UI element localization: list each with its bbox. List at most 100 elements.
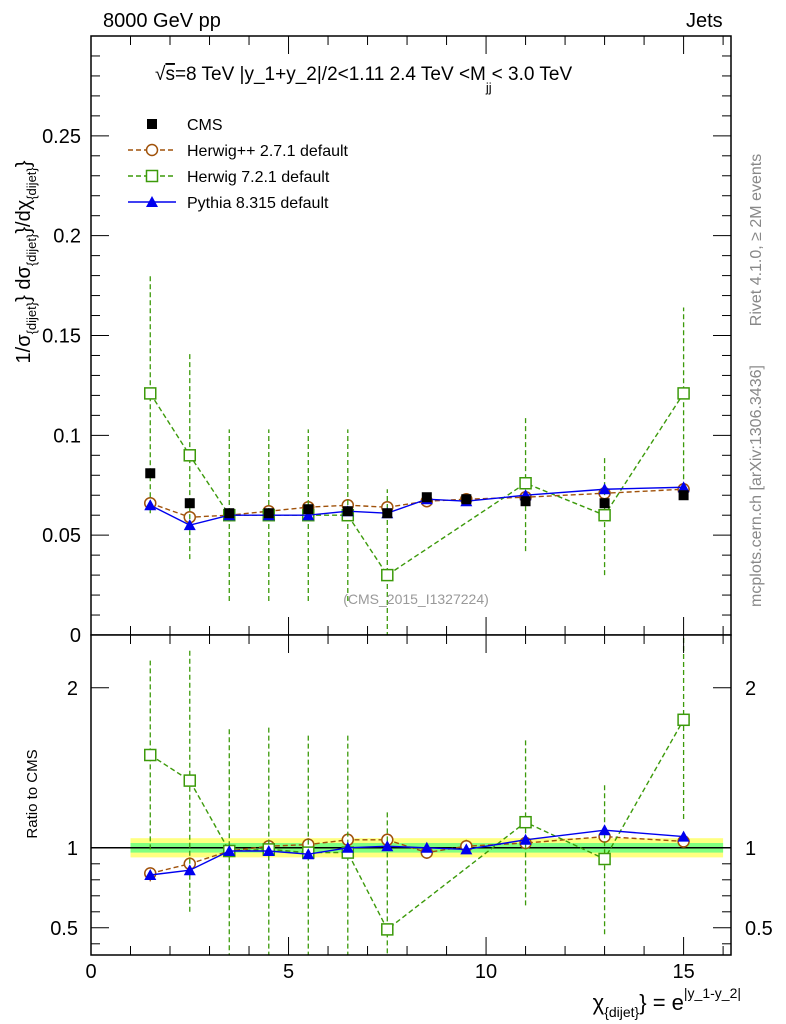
ratio-panel: 0.5 0.5 1 1 2 2 0 5 10 15 Ratio to CMS χ{dijet}}… <box>24 634 773 1020</box>
main-herwig7-point <box>519 477 532 490</box>
main-cms-point <box>382 508 393 519</box>
ratio-y-tick-label-left: 2 <box>67 678 78 700</box>
ratio-y-tick-label-right: 1 <box>745 838 756 860</box>
legend: CMS Herwig++ 2.7.1 default Herwig 7.2.1 de… <box>128 117 349 212</box>
x-tick-label: 15 <box>672 961 694 983</box>
main-y-tick-label-zero: 0 <box>70 625 81 647</box>
chart-title: √s=8 TeV |y_1+y_2|/2<1.11 2.4 TeV <Mjj< … <box>155 64 572 95</box>
main-herwig7-point <box>381 568 394 582</box>
main-cms-point <box>145 468 156 479</box>
ylabel-p1: {dijet} <box>24 301 39 334</box>
main-cms-point <box>461 494 472 505</box>
title-subscript: jj <box>485 80 492 95</box>
legend-label-herwigpp: Herwig++ 2.7.1 default <box>187 143 349 160</box>
main-herwig7-line <box>149 393 685 577</box>
ratio-pythia-point <box>223 845 236 856</box>
legend-marker-herwigpp <box>145 143 159 157</box>
ratio-pythia-point <box>341 841 354 853</box>
ratio-herwig7-point <box>598 852 611 866</box>
xlabel-p2: } = e <box>639 990 684 1015</box>
main-ticks <box>90 35 731 636</box>
x-tick-label: 10 <box>475 961 497 983</box>
title-s: s <box>165 64 175 85</box>
ylabel-p3: {dijet} <box>24 233 39 266</box>
ratio-ytick-labels: 0.5 0.5 1 1 2 2 <box>50 678 773 940</box>
title-sqrt: √ <box>155 64 166 85</box>
ratio-herwig7-point <box>144 748 157 762</box>
ratio-herwig7-point <box>381 923 394 936</box>
xlabel-p0: χ <box>593 990 605 1015</box>
main-herwig7-point <box>183 449 197 462</box>
header-left: 8000 GeV pp <box>103 10 221 32</box>
ratio-pythia-point <box>262 845 275 856</box>
x-tick-label: 0 <box>85 961 96 983</box>
xlabel-p3: |y_1-y_2| <box>684 985 741 1001</box>
main-data-layer <box>144 273 690 635</box>
ratio-y-tick-label-left: 1 <box>67 838 78 860</box>
ratio-herwig7-line <box>149 719 685 931</box>
ratio-data-layer <box>144 635 690 955</box>
mcplots-source-label: mcplots.cern.ch [arXiv:1306.3436] <box>748 365 765 607</box>
main-y-tick-label: 0.15 <box>42 326 81 348</box>
ratio-ticks <box>90 635 731 955</box>
title-tail: < 3.0 TeV <box>492 64 573 85</box>
legend-marker-herwig7 <box>145 169 159 183</box>
rivet-version-label: Rivet 4.1.0, ≥ 2M events <box>748 154 765 326</box>
ratio-pythia-point <box>519 833 532 845</box>
ylabel-p4: }/dχ <box>13 199 35 233</box>
main-ytick-labels: 0.05 0.1 0.15 0.2 0.25 0 <box>42 126 81 647</box>
ratio-y-axis-label: Ratio to CMS <box>24 749 41 838</box>
main-y-tick-label: 0.1 <box>53 425 81 447</box>
main-cms-point <box>184 498 195 509</box>
main-cms-point <box>678 490 689 501</box>
ratio-pythia-point <box>144 869 157 880</box>
ratio-pythia-point <box>381 840 394 852</box>
legend-marker-pythia <box>146 196 158 207</box>
main-cms-point <box>224 508 235 519</box>
main-plot-area <box>91 36 731 635</box>
ylabel-p2: } dσ <box>13 266 35 302</box>
main-cms-point <box>599 498 610 509</box>
ratio-herwig7-point <box>519 815 532 829</box>
main-y-tick-label: 0.05 <box>42 525 81 547</box>
ratio-pythia-point <box>302 848 315 860</box>
main-cms-point <box>342 506 353 517</box>
main-cms-point <box>263 508 274 519</box>
x-axis-label: χ{dijet}} = e|y_1-y_2| <box>593 985 741 1020</box>
ylabel-p5: {dijet} <box>24 167 39 200</box>
xlabel-p1: {dijet} <box>604 1004 639 1020</box>
main-y-axis-label: 1/σ{dijet}} dσ{dijet}}/dχ{dijet}} <box>13 160 39 363</box>
main-pythia-point <box>144 499 157 511</box>
ratio-pythia-point <box>420 841 433 853</box>
ratio-herwig7-point <box>183 774 197 787</box>
ratio-herwigpp-line <box>150 835 684 875</box>
x-tick-labels: 0 5 10 15 <box>85 961 694 983</box>
ratio-plot-area <box>91 635 731 955</box>
main-cms-point <box>303 504 314 515</box>
main-pythia-line <box>149 486 684 526</box>
main-herwig7-point <box>598 508 611 522</box>
main-y-tick-label: 0.25 <box>42 126 81 148</box>
main-pythia-point <box>302 509 315 521</box>
ratio-y-tick-label-right: 0.5 <box>745 918 773 940</box>
ratio-pythia-point <box>677 830 690 842</box>
x-tick-label: 5 <box>283 961 294 983</box>
main-pythia-point <box>677 481 690 493</box>
ratio-frame <box>90 634 732 956</box>
ratio-pythia-point <box>460 843 473 855</box>
ratio-herwig7-point <box>677 713 690 727</box>
legend-label-cms: CMS <box>187 117 223 134</box>
main-panel: 0.05 0.1 0.15 0.2 0.25 0 CMS Herwig++ 2.7.1 de… <box>13 35 732 647</box>
ratio-pythia-point <box>183 864 196 876</box>
main-cms-point <box>520 496 531 507</box>
ratio-pythia-line <box>150 829 684 876</box>
ratio-y-tick-label-left: 0.5 <box>50 918 78 940</box>
ylabel-p0: 1/σ <box>13 334 35 364</box>
legend-label-herwig7: Herwig 7.2.1 default <box>187 169 330 186</box>
legend-marker-cms <box>147 119 157 129</box>
legend-label-pythia: Pythia 8.315 default <box>187 195 329 212</box>
ratio-y-tick-label-right: 2 <box>745 678 756 700</box>
main-y-tick-label: 0.2 <box>53 226 81 248</box>
main-pythia-point <box>183 519 196 531</box>
